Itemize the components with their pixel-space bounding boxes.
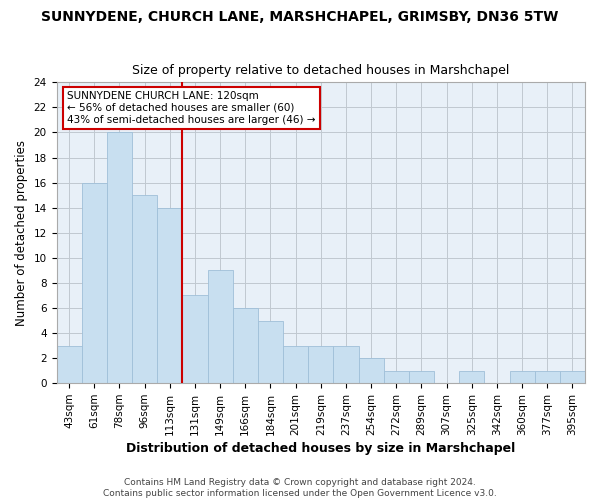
Bar	[359, 358, 383, 383]
Bar	[334, 346, 359, 383]
Bar	[56, 346, 82, 383]
Title: Size of property relative to detached houses in Marshchapel: Size of property relative to detached ho…	[132, 64, 509, 77]
Bar	[182, 296, 208, 383]
Bar	[157, 208, 182, 383]
Bar	[208, 270, 233, 383]
Bar	[560, 370, 585, 383]
Bar	[409, 370, 434, 383]
Bar	[132, 195, 157, 383]
Bar	[283, 346, 308, 383]
Bar	[535, 370, 560, 383]
Text: SUNNYDENE, CHURCH LANE, MARSHCHAPEL, GRIMSBY, DN36 5TW: SUNNYDENE, CHURCH LANE, MARSHCHAPEL, GRI…	[41, 10, 559, 24]
Bar	[383, 370, 409, 383]
Text: Contains HM Land Registry data © Crown copyright and database right 2024.
Contai: Contains HM Land Registry data © Crown c…	[103, 478, 497, 498]
Bar	[308, 346, 334, 383]
Text: SUNNYDENE CHURCH LANE: 120sqm
← 56% of detached houses are smaller (60)
43% of s: SUNNYDENE CHURCH LANE: 120sqm ← 56% of d…	[67, 92, 316, 124]
Bar	[107, 132, 132, 383]
X-axis label: Distribution of detached houses by size in Marshchapel: Distribution of detached houses by size …	[126, 442, 515, 455]
Bar	[509, 370, 535, 383]
Bar	[459, 370, 484, 383]
Y-axis label: Number of detached properties: Number of detached properties	[15, 140, 28, 326]
Bar	[82, 182, 107, 383]
Bar	[258, 320, 283, 383]
Bar	[233, 308, 258, 383]
